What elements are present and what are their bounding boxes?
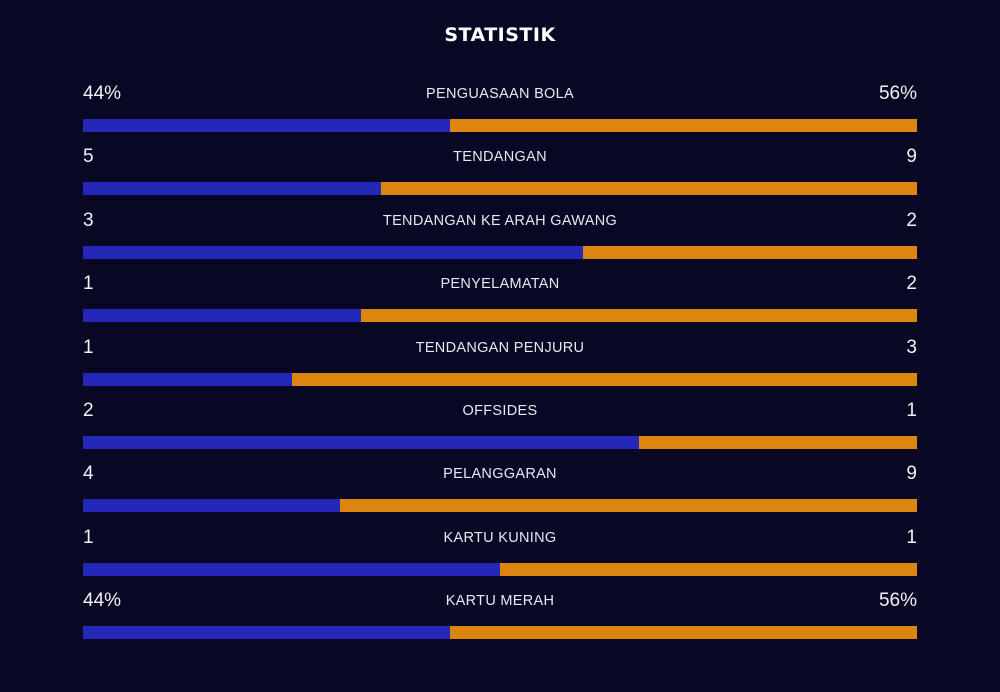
home-value: 2 <box>83 399 94 421</box>
stat-label: TENDANGAN <box>453 149 547 166</box>
away-bar-fill <box>380 182 917 196</box>
stat-row-shots: 5 TENDANGAN 9 <box>83 143 917 206</box>
away-bar-fill <box>449 119 917 132</box>
comparison-bar <box>83 435 917 449</box>
away-value: 9 <box>906 146 917 168</box>
away-value: 56% <box>878 590 917 612</box>
stat-header: 1 KARTU KUNING 1 <box>83 524 917 552</box>
home-bar-fill <box>83 562 500 576</box>
comparison-bar <box>83 626 917 640</box>
away-bar-fill <box>339 499 917 513</box>
stat-row-shots-on-target: 3 TENDANGAN KE ARAH GAWANG 2 <box>83 207 917 270</box>
stat-row-offsides: 2 OFFSIDES 1 <box>83 397 917 460</box>
away-value: 2 <box>906 273 917 295</box>
home-bar-fill <box>83 245 584 259</box>
stat-row-possession: 44% PENGUASAAN BOLA 56% <box>83 80 917 143</box>
comparison-bar <box>83 245 917 259</box>
stat-header: 44% KARTU MERAH 56% <box>83 587 917 615</box>
home-value: 3 <box>83 209 94 231</box>
stat-label: TENDANGAN PENJURU <box>415 339 585 356</box>
away-bar-fill <box>583 245 917 259</box>
away-bar-fill <box>500 562 917 576</box>
stat-label: OFFSIDES <box>462 402 538 419</box>
home-value: 1 <box>83 336 94 358</box>
stat-header: 1 TENDANGAN PENJURU 3 <box>83 334 917 362</box>
comparison-bar <box>83 562 917 576</box>
home-bar-fill <box>83 499 340 513</box>
stat-label: KARTU KUNING <box>443 529 557 546</box>
stat-row-red-cards: 44% KARTU MERAH 56% <box>83 587 917 650</box>
stat-label: KARTU MERAH <box>445 593 555 610</box>
comparison-bar <box>83 372 917 386</box>
away-value: 3 <box>906 336 917 358</box>
away-bar-fill <box>449 626 917 640</box>
stat-label: PELANGGARAN <box>443 466 557 483</box>
stat-header: 4 PELANGGARAN 9 <box>83 460 917 488</box>
comparison-bar <box>83 499 917 513</box>
stats-list: 44% PENGUASAAN BOLA 56% 5 TENDANGAN 9 3 … <box>83 80 917 651</box>
away-value: 9 <box>906 463 917 485</box>
away-bar-fill <box>639 435 917 449</box>
stat-header: 44% PENGUASAAN BOLA 56% <box>83 80 917 108</box>
home-bar-fill <box>83 435 640 449</box>
stat-row-yellow-cards: 1 KARTU KUNING 1 <box>83 524 917 587</box>
home-bar-fill <box>83 309 361 323</box>
home-bar-fill <box>83 119 450 132</box>
away-bar-fill <box>360 309 917 323</box>
home-value: 4 <box>83 463 94 485</box>
away-bar-fill <box>291 372 917 386</box>
home-value: 44% <box>83 83 122 104</box>
comparison-bar <box>83 309 917 323</box>
stat-row-saves: 1 PENYELAMATAN 2 <box>83 270 917 333</box>
home-value: 5 <box>83 146 94 168</box>
home-bar-fill <box>83 182 381 196</box>
stat-header: 1 PENYELAMATAN 2 <box>83 270 917 298</box>
home-value: 1 <box>83 273 94 295</box>
stat-label: PENYELAMATAN <box>440 276 560 293</box>
away-value: 2 <box>906 209 917 231</box>
comparison-bar <box>83 119 917 132</box>
stat-header: 3 TENDANGAN KE ARAH GAWANG 2 <box>83 207 917 235</box>
home-value: 1 <box>83 526 94 548</box>
stat-header: 2 OFFSIDES 1 <box>83 397 917 425</box>
home-value: 44% <box>83 590 122 612</box>
stat-row-fouls: 4 PELANGGARAN 9 <box>83 460 917 523</box>
away-value: 1 <box>906 526 917 548</box>
stat-header: 5 TENDANGAN 9 <box>83 143 917 171</box>
home-bar-fill <box>83 626 450 640</box>
away-value: 56% <box>878 83 917 104</box>
away-value: 1 <box>906 399 917 421</box>
stat-label: PENGUASAAN BOLA <box>426 86 574 102</box>
page-title: STATISTIK <box>444 24 556 46</box>
stat-row-corners: 1 TENDANGAN PENJURU 3 <box>83 334 917 397</box>
home-bar-fill <box>83 372 292 386</box>
stat-label: TENDANGAN KE ARAH GAWANG <box>382 212 618 229</box>
comparison-bar <box>83 182 917 196</box>
